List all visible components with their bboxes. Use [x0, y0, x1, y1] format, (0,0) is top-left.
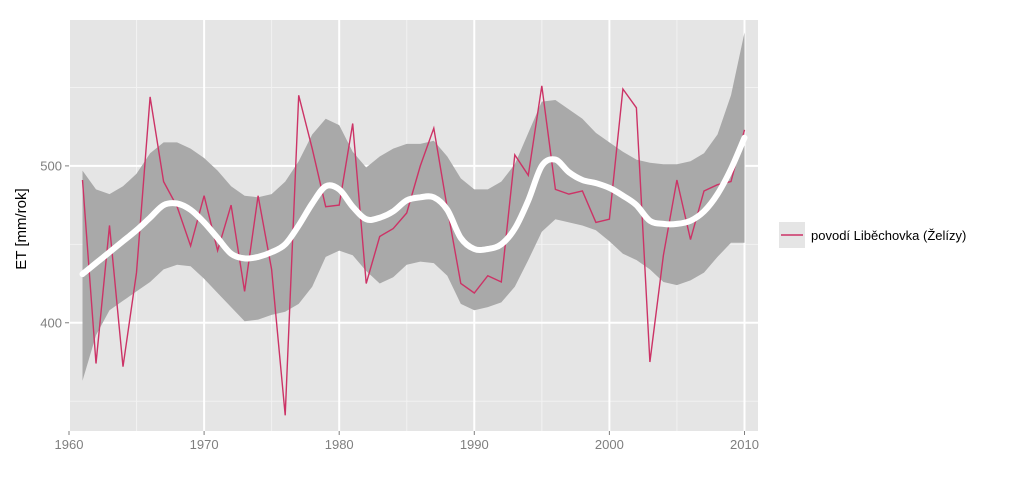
y-axis-title: ET [mm/rok] — [13, 188, 30, 269]
x-tick-label: 2000 — [595, 437, 624, 452]
confidence-ribbon — [82, 32, 745, 381]
y-tick-label: 400 — [40, 315, 62, 330]
x-tick-label: 1990 — [460, 437, 489, 452]
x-tick-label: 1970 — [190, 437, 219, 452]
x-tick-label: 2010 — [730, 437, 759, 452]
y-axis: 400 500 — [40, 158, 69, 330]
y-tick-label: 500 — [40, 158, 62, 173]
x-axis: 1960 1970 1980 1990 2000 2010 — [55, 431, 759, 452]
legend-label: povodí Liběchovka (Želízy) — [811, 228, 966, 243]
x-tick-label: 1960 — [55, 437, 84, 452]
smooth-trend-line — [79, 134, 748, 278]
x-tick-label: 1980 — [325, 437, 354, 452]
legend: povodí Liběchovka (Želízy) — [779, 222, 966, 248]
series-line — [81, 85, 746, 416]
